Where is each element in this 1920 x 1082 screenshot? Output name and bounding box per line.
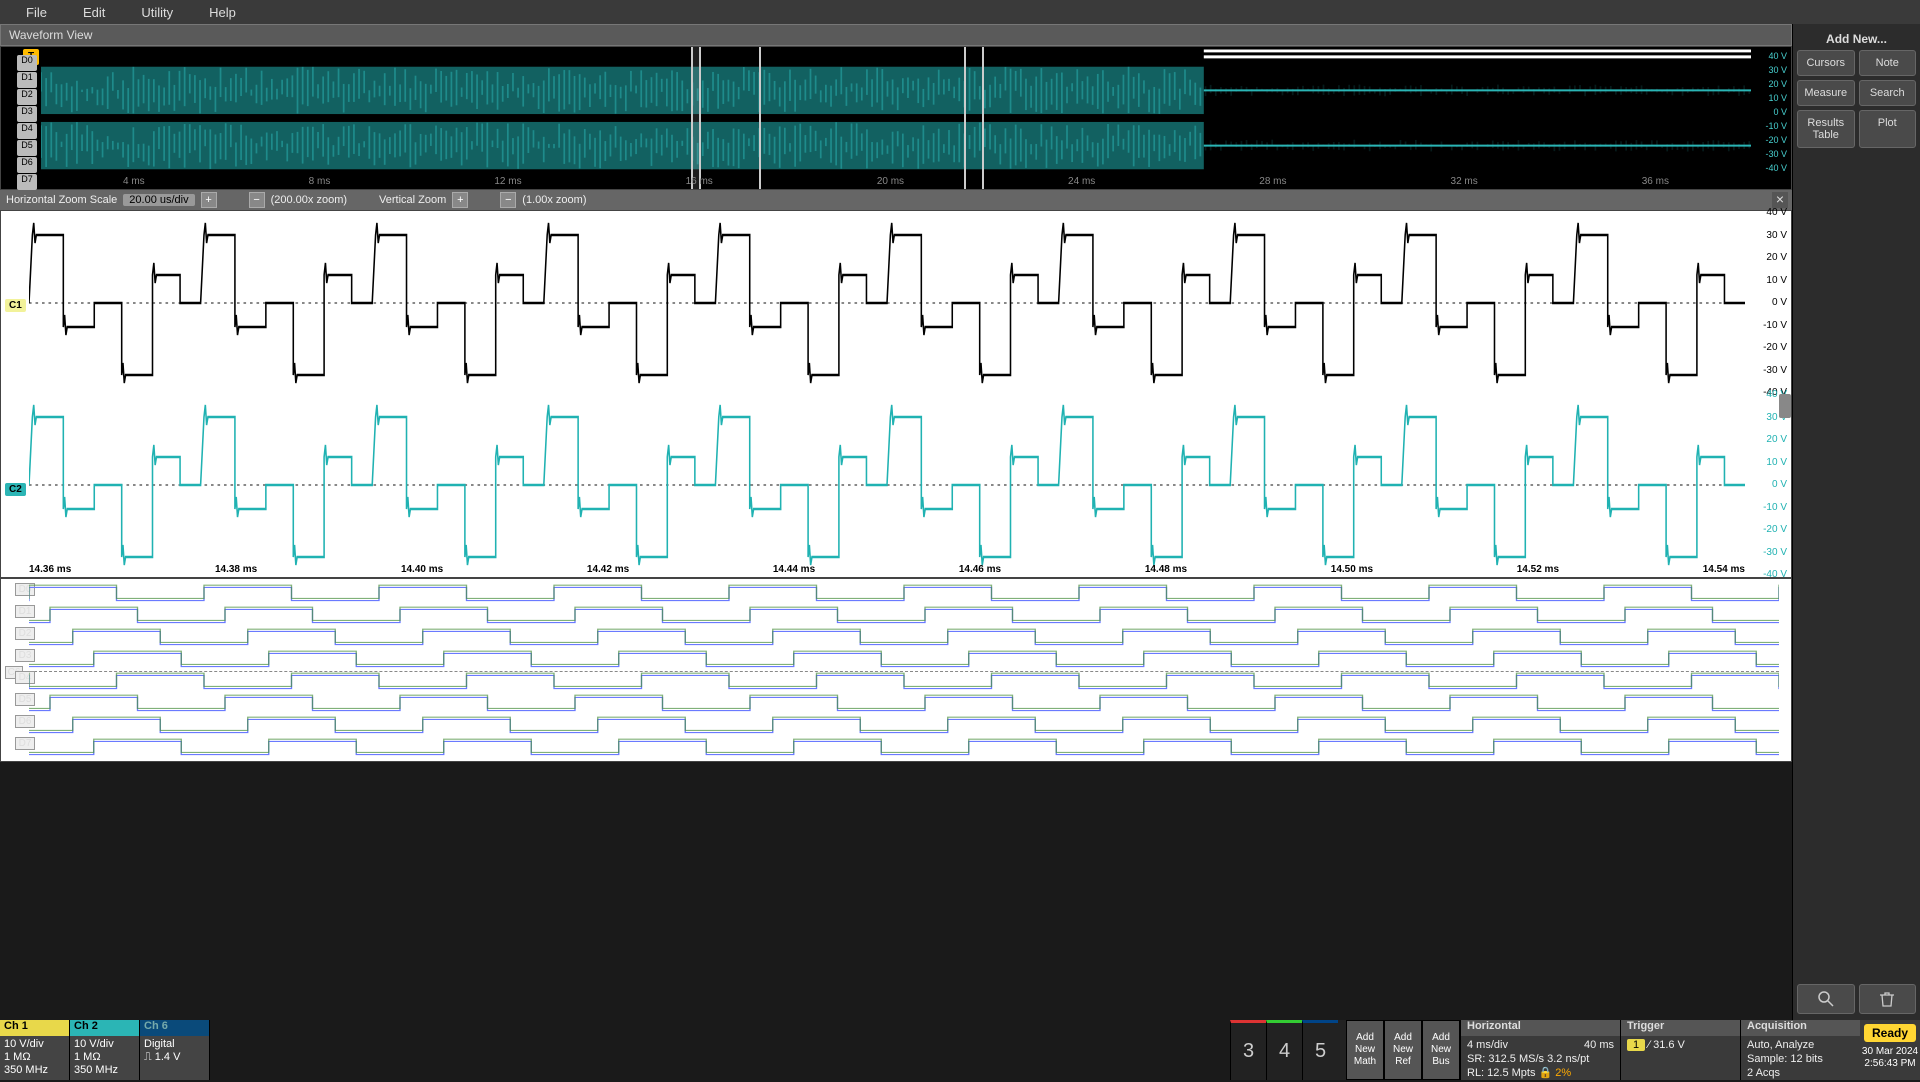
right-sidebar: Add New... CursorsNoteMeasureSearchResul… xyxy=(1792,24,1920,1020)
horizontal-panel[interactable]: Horizontal 4 ms/div40 ms SR: 312.5 MS/s … xyxy=(1460,1020,1620,1080)
digital-row-D3 xyxy=(29,649,1779,671)
addnew-title: Add New... xyxy=(1797,28,1916,50)
ch1-tab[interactable]: Ch 1 10 V/div1 MΩ350 MHz xyxy=(0,1020,70,1080)
pane-resize-grip[interactable] xyxy=(1779,394,1791,418)
overview-ch-D1[interactable]: D1 xyxy=(17,72,37,88)
bottom-panel: Ch 1 10 V/div1 MΩ350 MHz Ch 2 10 V/div1 … xyxy=(0,1020,1920,1080)
overview-ch-D7[interactable]: D7 xyxy=(17,174,37,190)
overview-marker[interactable] xyxy=(964,47,966,189)
trigger-panel[interactable]: Trigger 1 ∕ 31.6 V xyxy=(1620,1020,1740,1080)
hz-zoom-factor: (200.00x zoom) xyxy=(271,194,347,206)
waveform-view-title: Waveform View xyxy=(0,24,1792,46)
trigger-header: Trigger xyxy=(1621,1020,1740,1036)
hz-scale-value[interactable]: 20.00 us/div xyxy=(123,194,194,206)
vz-plus-button[interactable]: + xyxy=(452,192,468,208)
overview-ch-D3[interactable]: D3 xyxy=(17,106,37,122)
add-ref-button[interactable]: AddNewRef xyxy=(1384,1020,1422,1080)
ch2-label[interactable]: C2 xyxy=(5,483,26,496)
digital-row-D4 xyxy=(29,671,1779,693)
trash-button[interactable] xyxy=(1859,984,1917,1014)
menu-file[interactable]: File xyxy=(8,5,65,20)
digital-row-D7 xyxy=(29,737,1779,759)
note-button[interactable]: Note xyxy=(1859,50,1917,76)
hz-minus-button[interactable]: − xyxy=(249,192,265,208)
ch6-tab[interactable]: Ch 6 Digital⎍ 1.4 V xyxy=(140,1020,210,1080)
ch2-tab[interactable]: Ch 2 10 V/div1 MΩ350 MHz xyxy=(70,1020,140,1080)
search-button[interactable]: Search xyxy=(1859,80,1917,106)
menu-help[interactable]: Help xyxy=(191,5,254,20)
zoom-control-bar: Horizontal Zoom Scale 20.00 us/div + − (… xyxy=(0,190,1792,210)
menu-utility[interactable]: Utility xyxy=(123,5,191,20)
vz-minus-button[interactable]: − xyxy=(500,192,516,208)
measure-button[interactable]: Measure xyxy=(1797,80,1855,106)
overview-marker[interactable] xyxy=(982,47,984,189)
overview-ch-D6[interactable]: D6 xyxy=(17,157,37,173)
digital-row-D0 xyxy=(29,583,1779,605)
digital-row-D5 xyxy=(29,693,1779,715)
menu-bar: File Edit Utility Help xyxy=(0,0,1920,24)
ch2-header: Ch 2 xyxy=(70,1020,139,1036)
ch4-button[interactable]: 4 xyxy=(1266,1020,1302,1080)
vz-zoom-factor: (1.00x zoom) xyxy=(522,194,586,206)
ch1-header: Ch 1 xyxy=(0,1020,69,1036)
acquisition-panel[interactable]: Acquisition Auto, Analyze Sample: 12 bit… xyxy=(1740,1020,1860,1080)
plot-button[interactable]: Plot xyxy=(1859,110,1917,148)
trigger-edge-icon: ∕ xyxy=(1648,1039,1650,1051)
overview-strip[interactable]: T D0D1D2D3D4D5D6D7 4 ms8 ms12 ms16 ms20 … xyxy=(0,46,1792,190)
digital-row-D1 xyxy=(29,605,1779,627)
overview-channel-labels: D0D1D2D3D4D5D6D7 xyxy=(17,55,37,191)
zoom-tool-button[interactable] xyxy=(1797,984,1855,1014)
overview-marker[interactable] xyxy=(759,47,761,189)
overview-ch-D0[interactable]: D0 xyxy=(17,55,37,71)
ch5-button[interactable]: 5 xyxy=(1302,1020,1338,1080)
digital-row-D6 xyxy=(29,715,1779,737)
digital-row-D2 xyxy=(29,627,1779,649)
trigger-level: 31.6 V xyxy=(1653,1039,1685,1051)
overview-ch-D4[interactable]: D4 xyxy=(17,123,37,139)
date-text: 30 Mar 2024 xyxy=(1860,1046,1920,1058)
overview-ch-D2[interactable]: D2 xyxy=(17,89,37,105)
ch3-button[interactable]: 3 xyxy=(1230,1020,1266,1080)
hz-scale-label: Horizontal Zoom Scale xyxy=(6,194,117,206)
overview-time-ticks: 4 ms8 ms12 ms16 ms20 ms24 ms28 ms32 ms36… xyxy=(41,176,1751,187)
title-text: Waveform View xyxy=(9,28,92,42)
vz-label: Vertical Zoom xyxy=(379,194,446,206)
main-time-scale: 14.36 ms14.38 ms14.40 ms14.42 ms14.44 ms… xyxy=(29,564,1745,575)
results-table-button[interactable]: ResultsTable xyxy=(1797,110,1855,148)
zoom-close-button[interactable]: × xyxy=(1772,192,1788,208)
horizontal-header: Horizontal xyxy=(1461,1020,1620,1036)
status-column: Ready 30 Mar 2024 2:56:43 PM xyxy=(1860,1020,1920,1080)
main-waveform-area[interactable]: C1 C2 40 V30 V20 V10 V0 V-10 V-20 V-30 V… xyxy=(0,210,1792,578)
time-text: 2:56:43 PM xyxy=(1860,1058,1920,1070)
overview-voltage-labels: 40 V30 V20 V10 V0 V-10 V-20 V-30 V-40 V xyxy=(1765,51,1787,177)
acquisition-header: Acquisition xyxy=(1741,1020,1860,1036)
ready-button[interactable]: Ready xyxy=(1864,1024,1916,1042)
trigger-ch-badge: 1 xyxy=(1627,1039,1645,1051)
digital-channels-area[interactable]: C6D0D1D2D3D4D5D6D7 xyxy=(0,578,1792,762)
ch6-header: Ch 6 xyxy=(140,1020,209,1036)
overview-ch-D5[interactable]: D5 xyxy=(17,140,37,156)
menu-edit[interactable]: Edit xyxy=(65,5,123,20)
ch1-label[interactable]: C1 xyxy=(5,299,26,312)
overview-selection[interactable] xyxy=(691,47,701,189)
hz-plus-button[interactable]: + xyxy=(201,192,217,208)
add-bus-button[interactable]: AddNewBus xyxy=(1422,1020,1460,1080)
cursors-button[interactable]: Cursors xyxy=(1797,50,1855,76)
add-math-button[interactable]: AddNewMath xyxy=(1346,1020,1384,1080)
